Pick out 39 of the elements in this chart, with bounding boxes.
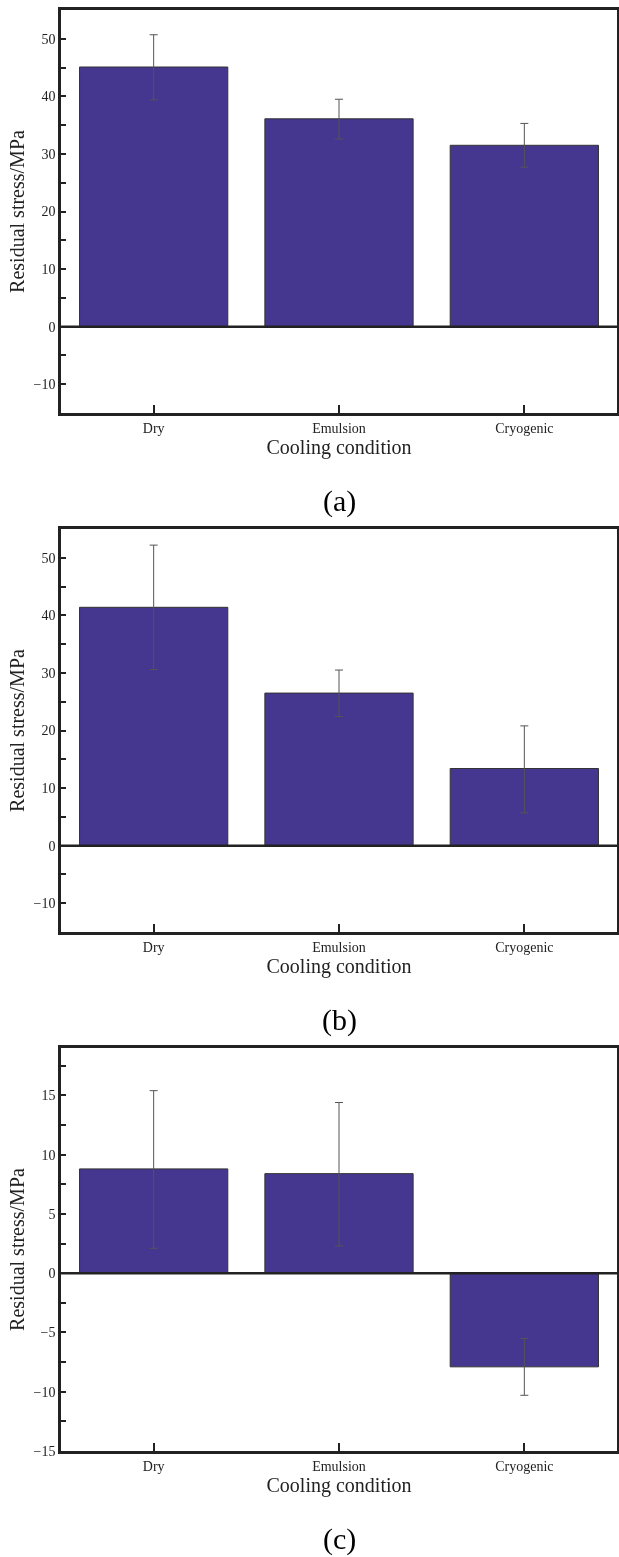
x-tick-label: Emulsion: [312, 1458, 366, 1474]
y-tick-label: 20: [41, 723, 56, 739]
x-tick-label: Cryogenic: [495, 1458, 554, 1474]
text: (c): [323, 1522, 357, 1556]
y-tick-label: 15: [41, 1088, 56, 1104]
y-tick-label: −10: [33, 896, 56, 912]
y-tick-label: 10: [41, 261, 56, 277]
y-axis-title: Residual stress/MPa: [6, 129, 29, 293]
x-tick-label: Emulsion: [312, 939, 366, 955]
y-tick-label: 40: [41, 608, 56, 624]
y-tick-label: 30: [41, 665, 56, 681]
y-tick-label: 50: [41, 31, 56, 47]
y-tick-label: 10: [41, 780, 56, 796]
text: (a): [323, 484, 357, 518]
x-tick-label: Dry: [142, 420, 165, 436]
y-tick-label: 10: [41, 1147, 56, 1163]
x-tick-label: Cryogenic: [495, 420, 554, 436]
x-tick-label: Cryogenic: [495, 939, 554, 955]
y-tick-label: 5: [48, 1206, 56, 1222]
y-tick-label: 40: [41, 89, 56, 105]
x-axis-title: Cooling condition: [266, 435, 412, 459]
y-tick-label: −15: [33, 1443, 56, 1459]
y-tick-label: 30: [41, 146, 56, 162]
x-tick-label: Emulsion: [312, 420, 366, 436]
text: (b): [322, 1003, 357, 1037]
y-tick-label: 20: [41, 204, 56, 220]
y-axis-title: Residual stress/MPa: [6, 1167, 29, 1331]
y-tick-label: 0: [48, 838, 56, 854]
y-axis-title: Residual stress/MPa: [6, 648, 29, 812]
x-axis-title: Cooling condition: [266, 1473, 412, 1497]
y-tick-label: −5: [40, 1325, 56, 1341]
y-tick-label: 0: [48, 1266, 56, 1282]
y-tick-label: −10: [33, 1384, 56, 1400]
y-tick-label: −10: [33, 377, 56, 393]
x-tick-label: Dry: [142, 1458, 165, 1474]
x-tick-label: Dry: [142, 939, 165, 955]
y-tick-label: 50: [41, 550, 56, 566]
x-axis-title: Cooling condition: [266, 954, 412, 978]
y-tick-label: 0: [48, 319, 56, 335]
